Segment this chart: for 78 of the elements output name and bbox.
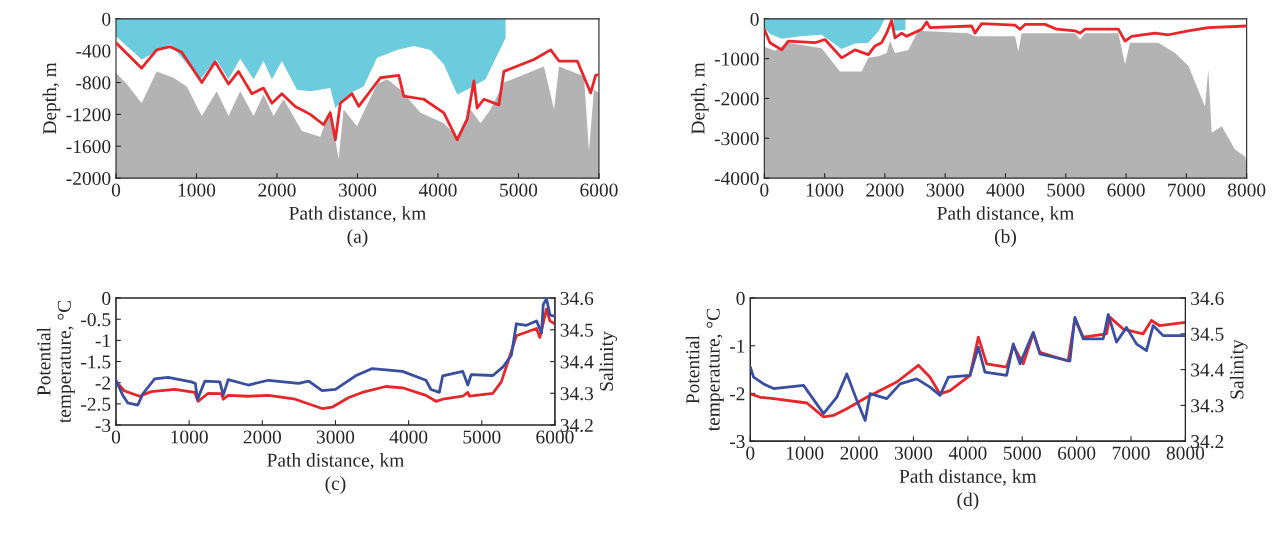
- y-tick-label: -1200: [66, 108, 111, 122]
- x-tick-label: 4000: [948, 446, 987, 460]
- y-tick-label: -2: [95, 376, 111, 390]
- x-tick-label: 0: [111, 430, 121, 444]
- y-tick-label: -3: [95, 418, 111, 432]
- x-tick-label: 7000: [1168, 183, 1206, 197]
- x-tick-label: 3000: [926, 183, 964, 197]
- x-tick-label: 1000: [786, 446, 824, 460]
- y-tick-label: -2: [729, 387, 745, 401]
- y-tick-label: -2000: [66, 171, 111, 186]
- text: (b): [995, 229, 1016, 247]
- x-tick-label: 5000: [1003, 446, 1041, 460]
- y-tick-label: -3: [729, 435, 745, 449]
- x-tick-label: 4000: [389, 430, 428, 444]
- x-tick-label: 2000: [866, 183, 904, 197]
- y-tick-label: -3000: [714, 132, 759, 146]
- y2-tick-label: 34.5: [1191, 327, 1224, 341]
- x-tick-label: 2000: [243, 430, 282, 444]
- x-tick-label: 3000: [894, 446, 933, 460]
- y-axis-title: Depth, m: [690, 62, 709, 135]
- x-tick-label: 3000: [338, 183, 377, 197]
- text: (c): [325, 476, 346, 494]
- x-tick-label: 0: [760, 183, 769, 197]
- y-tick-label: -800: [76, 76, 111, 90]
- y-tick-label: -4000: [714, 171, 759, 186]
- text: (d): [957, 492, 979, 511]
- x-tick-label: 3000: [316, 430, 355, 444]
- x-tick-label: 6000: [1107, 183, 1145, 197]
- x-tick-label: 7000: [1112, 446, 1150, 460]
- y-tick-label: -2.5: [81, 397, 111, 411]
- y-axis-title: Depth, m: [42, 62, 61, 135]
- y2-axis-title: Salinity: [1229, 339, 1248, 399]
- y-tick-label: -1.5: [81, 355, 111, 369]
- x-axis-title: Path distance, km: [937, 206, 1075, 223]
- x-tick-label: 6000: [536, 430, 574, 444]
- x-tick-label: 6000: [580, 183, 618, 197]
- x-tick-label: 2000: [258, 183, 296, 197]
- y-tick-label: -1: [95, 334, 110, 348]
- y-tick-label: 0: [736, 291, 745, 305]
- y-tick-label: 0: [102, 291, 111, 305]
- x-axis-title: Path distance, km: [899, 469, 1037, 486]
- x-tick-label: 1000: [806, 183, 844, 197]
- x-tick-label: 8000: [1227, 183, 1266, 197]
- x-tick-label: 6000: [1058, 446, 1096, 460]
- y2-tick-label: 34.2: [1191, 435, 1224, 449]
- y-tick-label: -0.5: [81, 313, 111, 327]
- x-tick-label: 4000: [418, 183, 457, 197]
- y-axis-title: Potential temperature, °C: [685, 309, 724, 432]
- x-tick-label: 0: [111, 183, 121, 197]
- x-tick-label: 5000: [500, 183, 538, 197]
- x-tick-label: 1000: [178, 183, 216, 197]
- x-axis-title: Path distance, km: [289, 206, 427, 223]
- y-axis-title: Potential temperature, °C: [36, 300, 75, 423]
- y2-tick-label: 34.3: [560, 387, 594, 401]
- y2-tick-label: 34.3: [1191, 399, 1224, 413]
- x-tick-label: 8000: [1166, 446, 1205, 460]
- x-tick-label: 5000: [1047, 183, 1085, 197]
- x-tick-label: 5000: [463, 430, 501, 444]
- x-tick-label: 4000: [986, 183, 1025, 197]
- y-tick-label: -400: [76, 44, 111, 58]
- y2-tick-label: 34.2: [560, 418, 593, 433]
- y-tick-label: 0: [102, 12, 111, 26]
- y2-tick-label: 34.6: [1191, 291, 1224, 306]
- y2-tick-label: 34.5: [560, 323, 594, 337]
- y2-axis-title: Salinity: [599, 331, 618, 391]
- x-axis-title: Path distance, km: [267, 453, 405, 470]
- y2-tick-label: 34.4: [1191, 363, 1224, 377]
- y-tick-label: -1: [729, 339, 745, 353]
- line-series: [115, 41, 599, 142]
- y2-tick-label: 34.4: [560, 355, 594, 369]
- y-tick-label: 0: [750, 12, 759, 26]
- x-tick-label: 2000: [840, 446, 878, 460]
- y-tick-label: -2000: [714, 92, 759, 106]
- text: (a): [347, 229, 368, 247]
- y-tick-label: -1000: [714, 52, 759, 66]
- y2-tick-label: 34.6: [560, 291, 594, 306]
- x-tick-label: 1000: [171, 430, 208, 444]
- y-tick-label: -1600: [66, 140, 111, 154]
